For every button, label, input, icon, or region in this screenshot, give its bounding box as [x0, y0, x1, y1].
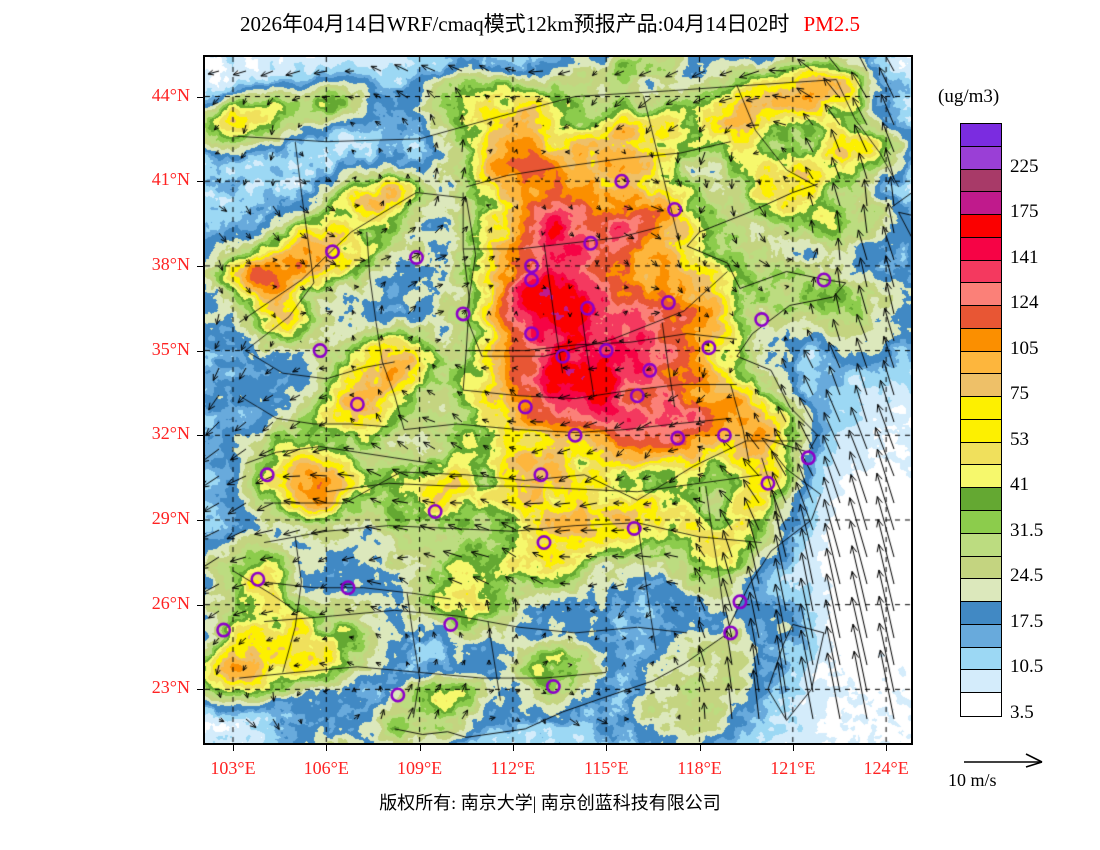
- wind-arrow-icon: [964, 753, 1043, 768]
- lon-tick: [886, 744, 888, 751]
- colorbar: [960, 123, 1002, 717]
- colorbar-cell: [961, 442, 1001, 466]
- colorbar-cell: [961, 397, 1001, 420]
- lon-axis-label: 112°E: [490, 758, 536, 778]
- colorbar-tick-label: 141: [1010, 246, 1039, 268]
- map-plot-area: [203, 55, 913, 745]
- wind-scale-label: 10 m/s: [948, 770, 997, 790]
- lat-tick: [197, 604, 204, 606]
- colorbar-cell: [961, 351, 1001, 375]
- lon-axis-label: 109°E: [396, 758, 443, 778]
- colorbar-cell: [961, 556, 1001, 580]
- colorbar-tick-label: 10.5: [1010, 656, 1044, 678]
- lon-tick: [232, 744, 234, 751]
- colorbar-cell: [961, 169, 1001, 193]
- colorbar-cell: [961, 579, 1001, 603]
- colorbar-cell: [961, 328, 1001, 352]
- colorbar-cell: [961, 192, 1001, 216]
- lon-axis-label: 118°E: [677, 758, 722, 778]
- lat-axis-label: 41°N: [151, 169, 190, 190]
- colorbar-cell: [961, 624, 1001, 648]
- lat-tick: [197, 181, 204, 183]
- colorbar-tick-label: 175: [1010, 201, 1039, 223]
- colorbar-tick-label: 225: [1010, 155, 1039, 177]
- map-raster-canvas: [205, 57, 911, 743]
- lat-tick: [197, 435, 204, 437]
- lat-axis-label: 29°N: [151, 507, 190, 528]
- lon-tick: [792, 744, 794, 751]
- colorbar-cell: [961, 511, 1001, 534]
- colorbar-unit-label: (ug/m3): [938, 86, 1000, 107]
- title-species-label: PM2.5: [803, 12, 861, 36]
- lat-tick: [197, 350, 204, 352]
- colorbar-cell: [961, 374, 1001, 398]
- colorbar-tick-label: 3.5: [1010, 702, 1034, 723]
- colorbar-cell: [961, 533, 1001, 557]
- colorbar-cell: [961, 647, 1001, 671]
- lon-tick: [606, 744, 608, 751]
- lat-tick: [197, 265, 204, 267]
- colorbar-cell: [961, 146, 1001, 170]
- colorbar-cell: [961, 670, 1001, 694]
- wind-scale-key: 10 m/s: [948, 752, 1090, 800]
- lat-axis-label: 32°N: [151, 423, 190, 444]
- colorbar-cell: [961, 215, 1001, 238]
- lon-tick: [419, 744, 421, 751]
- colorbar-cell: [961, 488, 1001, 512]
- colorbar-tick-label: 105: [1010, 337, 1039, 359]
- lat-axis-label: 38°N: [151, 253, 190, 274]
- colorbar-tick-label: 17.5: [1010, 610, 1044, 632]
- lon-axis-label: 103°E: [210, 758, 256, 778]
- colorbar-cell: [961, 419, 1001, 443]
- colorbar-cell: [961, 283, 1001, 307]
- colorbar-cell: [961, 602, 1001, 625]
- colorbar-cell: [961, 306, 1001, 329]
- lat-axis-label: 35°N: [151, 338, 190, 359]
- colorbar-cell: [961, 237, 1001, 261]
- lat-axis-label: 26°N: [151, 592, 190, 613]
- colorbar-tick-label: 24.5: [1010, 565, 1044, 587]
- lat-axis-label: 44°N: [151, 84, 190, 105]
- lat-axis-label: 23°N: [151, 677, 190, 698]
- lon-axis-label: 121°E: [770, 758, 816, 778]
- colorbar-tick-label: 41: [1010, 474, 1029, 496]
- colorbar-tick-label: 75: [1010, 383, 1029, 405]
- colorbar-tick-label: 124: [1010, 292, 1039, 314]
- lon-axis-label: 106°E: [303, 758, 349, 778]
- colorbar-cell: [961, 693, 1001, 716]
- lat-tick: [197, 519, 204, 521]
- lat-tick: [197, 96, 204, 98]
- lon-tick: [326, 744, 328, 751]
- title-main-text: 2026年04月14日WRF/cmaq模式12km预报产品:04月14日02时: [239, 12, 790, 36]
- lon-axis-label: 115°E: [583, 758, 629, 778]
- colorbar-cell: [961, 465, 1001, 489]
- lon-axis-label: 124°E: [863, 758, 909, 778]
- colorbar-tick-label: 31.5: [1010, 519, 1044, 541]
- page-title: 2026年04月14日WRF/cmaq模式12km预报产品:04月14日02时 P…: [0, 8, 1100, 38]
- lat-tick: [197, 689, 204, 691]
- copyright-notice: 版权所有: 南京大学| 南京创蓝科技有限公司: [379, 793, 721, 813]
- colorbar-tick-label: 53: [1010, 428, 1029, 450]
- lon-tick: [699, 744, 701, 751]
- colorbar-cell: [961, 260, 1001, 284]
- colorbar-cell: [961, 124, 1001, 147]
- lon-tick: [512, 744, 514, 751]
